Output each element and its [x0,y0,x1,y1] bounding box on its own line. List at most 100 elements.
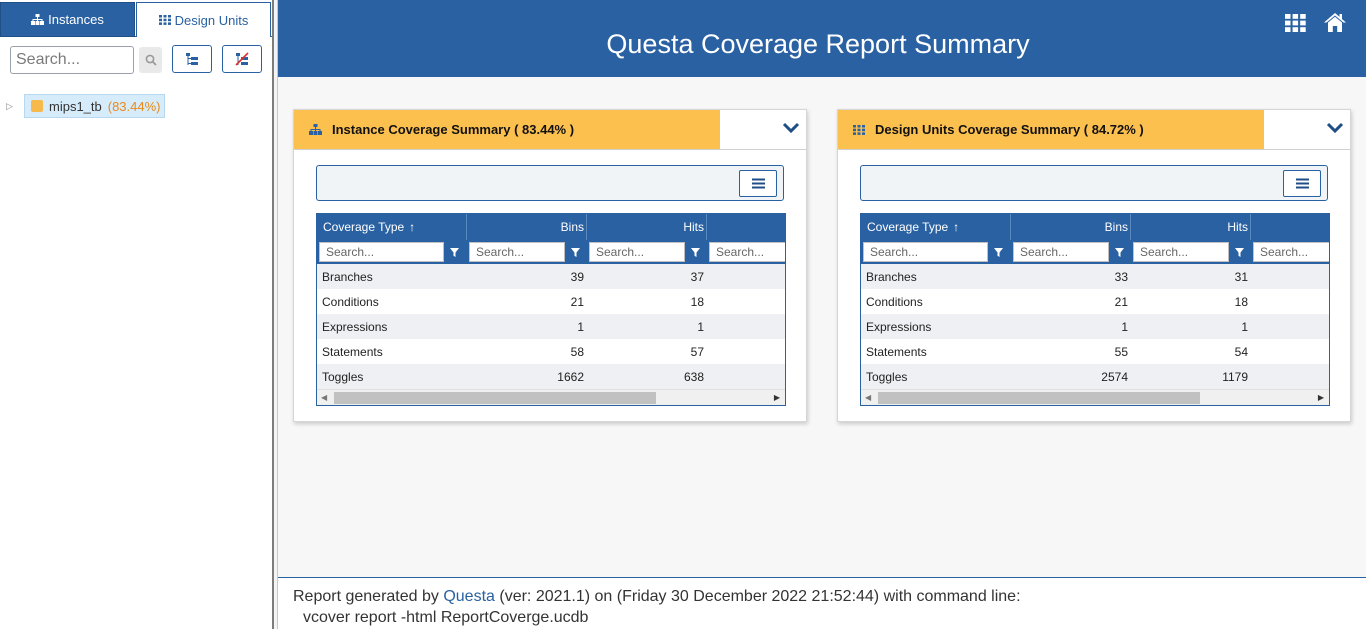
horizontal-scrollbar[interactable]: ◀ ▶ [317,389,785,405]
column-header-bins[interactable]: Bins [467,214,587,240]
column-header-hits[interactable]: Hits [1131,214,1251,240]
column-header-label: Hits [683,220,704,234]
filter-input-hits[interactable] [1133,242,1229,262]
scroll-right-icon[interactable]: ▶ [1317,393,1324,402]
cell-bins: 1 [1121,320,1128,334]
left-panel: Instances Design Units [0,0,272,629]
table-row[interactable]: Conditions 21 18 [317,289,785,314]
cell-bins: 33 [1114,270,1128,284]
table-row[interactable]: Branches 39 37 [317,264,785,289]
cell-type: Statements [866,345,927,359]
table-row[interactable]: Toggles 1662 638 [317,364,785,389]
filter-button[interactable] [1229,242,1249,262]
cell-hits: 638 [683,370,704,384]
hamburger-icon [751,178,765,189]
filter-icon [1234,247,1244,257]
filter-button[interactable] [565,242,585,262]
filter-input-next[interactable] [709,242,785,262]
footer-report-info: Report generated by Questa (ver: 2021.1)… [293,588,1021,606]
instance-coverage-card: Instance Coverage Summary ( 83.44% ) Cov… [293,109,807,422]
chevron-down-icon[interactable] [782,122,800,134]
tree-item-label[interactable]: mips1_tb (83.44%) [24,94,165,118]
cell-bins: 58 [570,345,584,359]
filter-cell [709,242,785,262]
filter-icon [1114,247,1124,257]
column-header-coverage-type[interactable]: Coverage Type ↑ [317,214,467,240]
questa-link[interactable]: Questa [443,588,495,605]
filter-input-hits[interactable] [589,242,685,262]
sitemap-icon [309,124,322,135]
collapse-tree-button[interactable] [222,45,262,73]
tab-design-units[interactable]: Design Units [136,2,271,37]
card-title: Design Units Coverage Summary ( 84.72% ) [875,122,1144,137]
sort-ascending-icon: ↑ [953,220,960,234]
column-header-hits[interactable]: Hits [587,214,707,240]
cell-hits: 1179 [1222,370,1248,384]
cell-type: Branches [866,270,917,284]
column-header-coverage-type[interactable]: Coverage Type ↑ [861,214,1011,240]
grid-menu-button[interactable] [739,170,777,197]
grid-body: Branches 39 37 Conditions 21 18 Expressions 1… [317,264,785,389]
coverage-grid: Coverage Type ↑ Bins Hits [316,213,786,406]
column-header-next[interactable] [707,214,785,240]
table-row[interactable]: Statements 55 54 [861,339,1329,364]
chevron-down-icon[interactable] [1326,122,1344,134]
scroll-left-icon[interactable]: ◀ [321,393,328,402]
card-header-band: Design Units Coverage Summary ( 84.72% ) [838,110,1264,149]
card-header[interactable]: Instance Coverage Summary ( 83.44% ) [294,110,806,150]
card-header[interactable]: Design Units Coverage Summary ( 84.72% ) [838,110,1350,150]
tree-expand-icon [186,53,198,65]
filter-cell [1133,242,1249,262]
tree-search-input[interactable] [10,46,134,74]
filter-icon [570,247,580,257]
table-row[interactable]: Expressions 1 1 [861,314,1329,339]
column-header-bins[interactable]: Bins [1011,214,1131,240]
cell-bins: 1662 [557,370,584,384]
scrollbar-thumb[interactable] [878,392,1200,404]
scroll-left-icon[interactable]: ◀ [865,393,872,402]
apps-icon[interactable] [1285,14,1306,32]
filter-input-bins[interactable] [1013,242,1109,262]
filter-button[interactable] [444,242,464,262]
filter-cell [1013,242,1129,262]
horizontal-scrollbar[interactable]: ◀ ▶ [861,389,1329,405]
cell-type: Expressions [866,320,932,334]
cell-hits: 54 [1234,345,1248,359]
table-row[interactable]: Toggles 2574 1179 [861,364,1329,389]
cell-hits: 57 [690,345,704,359]
card-title: Instance Coverage Summary ( 83.44% ) [332,122,575,137]
panel-splitter[interactable] [272,0,278,629]
grid-menu-button[interactable] [1283,170,1321,197]
tab-instances[interactable]: Instances [0,2,135,37]
footer-command-line: vcover report -html ReportCoverge.ucdb [303,609,589,626]
filter-input-bins[interactable] [469,242,565,262]
scrollbar-thumb[interactable] [334,392,656,404]
filter-input-next[interactable] [1253,242,1329,262]
sort-ascending-icon: ↑ [409,220,416,234]
filter-button[interactable] [1109,242,1129,262]
table-row[interactable]: Branches 33 31 [861,264,1329,289]
filter-icon [449,247,459,257]
filter-button[interactable] [685,242,705,262]
expand-toggle-icon[interactable]: ▷ [6,100,13,111]
table-row[interactable]: Conditions 21 18 [861,289,1329,314]
filter-button[interactable] [988,242,1008,262]
home-icon[interactable] [1324,13,1346,32]
search-icon [145,54,157,66]
table-row[interactable]: Statements 58 57 [317,339,785,364]
filter-input-coverage-type[interactable] [863,242,988,262]
column-header-next[interactable] [1251,214,1329,240]
table-row[interactable]: Expressions 1 1 [317,314,785,339]
cell-hits: 31 [1234,270,1248,284]
cell-hits: 18 [1234,295,1248,309]
filter-input-coverage-type[interactable] [319,242,444,262]
grid-body: Branches 33 31 Conditions 21 18 Expressions 1… [861,264,1329,389]
cell-bins: 21 [1114,295,1128,309]
filter-cell [319,242,464,262]
cell-bins: 55 [1114,345,1128,359]
search-button[interactable] [139,47,162,73]
grid-icon [853,124,865,135]
scroll-right-icon[interactable]: ▶ [773,393,780,402]
footer-details: (ver: 2021.1) on (Friday 30 December 202… [494,588,1021,605]
expand-tree-button[interactable] [172,45,212,73]
